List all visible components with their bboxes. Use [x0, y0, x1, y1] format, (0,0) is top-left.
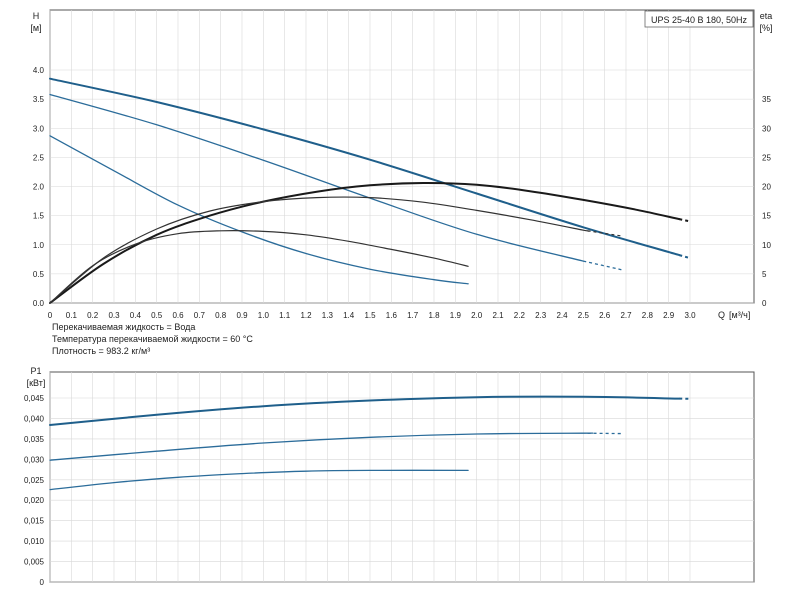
flow-axis-unit: [м³/ч]	[729, 310, 750, 320]
power-chart-grid	[49, 372, 754, 583]
y-tick-label: 3.0	[33, 124, 45, 133]
y2-tick-label: 5	[762, 270, 767, 279]
x-tick-label: 2.9	[663, 311, 675, 320]
x-tick-label: 1.6	[386, 311, 398, 320]
eta-axis-label: eta	[760, 11, 773, 21]
x-tick-label: 2.0	[471, 311, 483, 320]
efficiency-curve-extrapolated	[679, 218, 691, 223]
y-tick-label: 0,020	[24, 496, 45, 505]
y-tick-label: 2.5	[33, 153, 45, 162]
head-curve-extrapolated	[679, 254, 691, 260]
y2-tick-label: 0	[762, 299, 767, 308]
x-tick-label: 2.1	[492, 311, 504, 320]
x-tick-label: 0.2	[87, 311, 99, 320]
power-curve	[49, 395, 681, 426]
x-tick-label: 1.8	[428, 311, 440, 320]
y2-tick-label: 35	[762, 95, 771, 104]
x-tick-label: 2.2	[514, 311, 526, 320]
head-chart: 0 0.1 0.2 0.3 0.4 0.5 0.6 0.7 0.8 0.9 1.0 1.1 1.2 1.3…	[30, 9, 773, 356]
x-tick-label: 0.6	[172, 311, 184, 320]
y-tick-label: 0	[40, 578, 45, 587]
x-tick-label: 1.4	[343, 311, 355, 320]
y-tick-label: 3.5	[33, 95, 45, 104]
y-tick-label: 0,005	[24, 558, 45, 567]
y-tick-label: 0,035	[24, 435, 45, 444]
y2-tick-label: 20	[762, 183, 771, 192]
y-tick-label: 0,045	[24, 394, 45, 403]
x-tick-label: 0.4	[130, 311, 142, 320]
y2-tick-label: 10	[762, 241, 771, 250]
y-tick-label: 0,010	[24, 537, 45, 546]
efficiency-curve	[49, 196, 590, 304]
x-tick-label: 1.5	[364, 311, 376, 320]
y-tick-label: 0,030	[24, 455, 45, 464]
head-curve	[49, 135, 469, 285]
head-curve-extrapolated	[583, 260, 622, 271]
flow-axis-label: Q	[718, 310, 725, 320]
power-chart: 0 0,005 0,010 0,015 0,020 0,025 0,030 0,035 0,04…	[24, 366, 755, 587]
x-tick-label: 2.5	[578, 311, 590, 320]
power-axis-label: P1	[30, 366, 41, 376]
head-curve	[49, 93, 584, 262]
x-tick-label: 1.0	[258, 311, 270, 320]
y-tick-label: 0,040	[24, 414, 45, 423]
x-tick-label: 1.9	[450, 311, 462, 320]
model-label: UPS 25-40 B 180, 50Hz	[651, 15, 748, 25]
x-tick-label: 1.7	[407, 311, 419, 320]
head-axis-label: H	[33, 11, 40, 21]
model-label-box	[644, 10, 754, 28]
x-tick-label: 2.8	[642, 311, 654, 320]
efficiency-curve	[49, 181, 681, 304]
x-tick-label: 2.7	[620, 311, 632, 320]
power-chart-frame	[49, 371, 755, 583]
y-tick-label: 0,025	[24, 476, 45, 485]
x-tick-label: 1.3	[322, 311, 334, 320]
y-tick-label: 1.0	[33, 241, 45, 250]
y-tick-label: 1.5	[33, 212, 45, 221]
x-tick-label: 1.1	[279, 311, 291, 320]
efficiency-curve-extrapolated	[587, 230, 622, 237]
x-tick-label: 2.3	[535, 311, 547, 320]
x-tick-label: 0.8	[215, 311, 227, 320]
y-tick-label: 2.0	[33, 183, 45, 192]
x-tick-label: 0.5	[151, 311, 163, 320]
efficiency-curve	[49, 230, 469, 304]
power-axis-unit: [кВт]	[27, 378, 46, 388]
x-tick-label: 3.0	[684, 311, 696, 320]
power-chart-ticks: 0 0,005 0,010 0,015 0,020 0,025 0,030 0,035 0,04…	[24, 394, 45, 587]
x-tick-label: 2.6	[599, 311, 611, 320]
power-chart-series	[49, 395, 691, 491]
eta-axis-unit: [%]	[759, 23, 772, 33]
head-chart-frame	[49, 9, 755, 304]
y-tick-label: 0.0	[33, 299, 45, 308]
y-tick-label: 4.0	[33, 66, 45, 75]
note-density: Плотность = 983.2 кг/м³	[52, 346, 150, 356]
y-tick-label: 0.5	[33, 270, 45, 279]
x-tick-label: 0.7	[194, 311, 206, 320]
head-chart-grid	[49, 10, 754, 304]
power-curve	[49, 469, 469, 491]
note-temperature: Температура перекачиваемой жидкости = 60…	[52, 334, 253, 344]
power-curve	[49, 432, 594, 461]
x-tick-label: 2.4	[556, 311, 568, 320]
y2-tick-label: 30	[762, 124, 771, 133]
x-tick-label: 0.3	[108, 311, 120, 320]
note-liquid: Перекачиваемая жидкость = Вода	[52, 322, 195, 332]
y2-tick-label: 15	[762, 212, 771, 221]
y-tick-label: 0,015	[24, 517, 45, 526]
x-tick-label: 1.2	[300, 311, 312, 320]
head-chart-ticks: 0 0.1 0.2 0.3 0.4 0.5 0.6 0.7 0.8 0.9 1.0 1.1 1.2 1.3…	[33, 66, 772, 320]
head-curve	[49, 77, 681, 257]
x-tick-label: 0.9	[236, 311, 248, 320]
x-tick-label: 0	[48, 311, 53, 320]
y2-tick-label: 25	[762, 153, 771, 162]
head-chart-series	[49, 77, 691, 304]
head-axis-unit: [м]	[30, 23, 41, 33]
x-tick-label: 0.1	[66, 311, 78, 320]
